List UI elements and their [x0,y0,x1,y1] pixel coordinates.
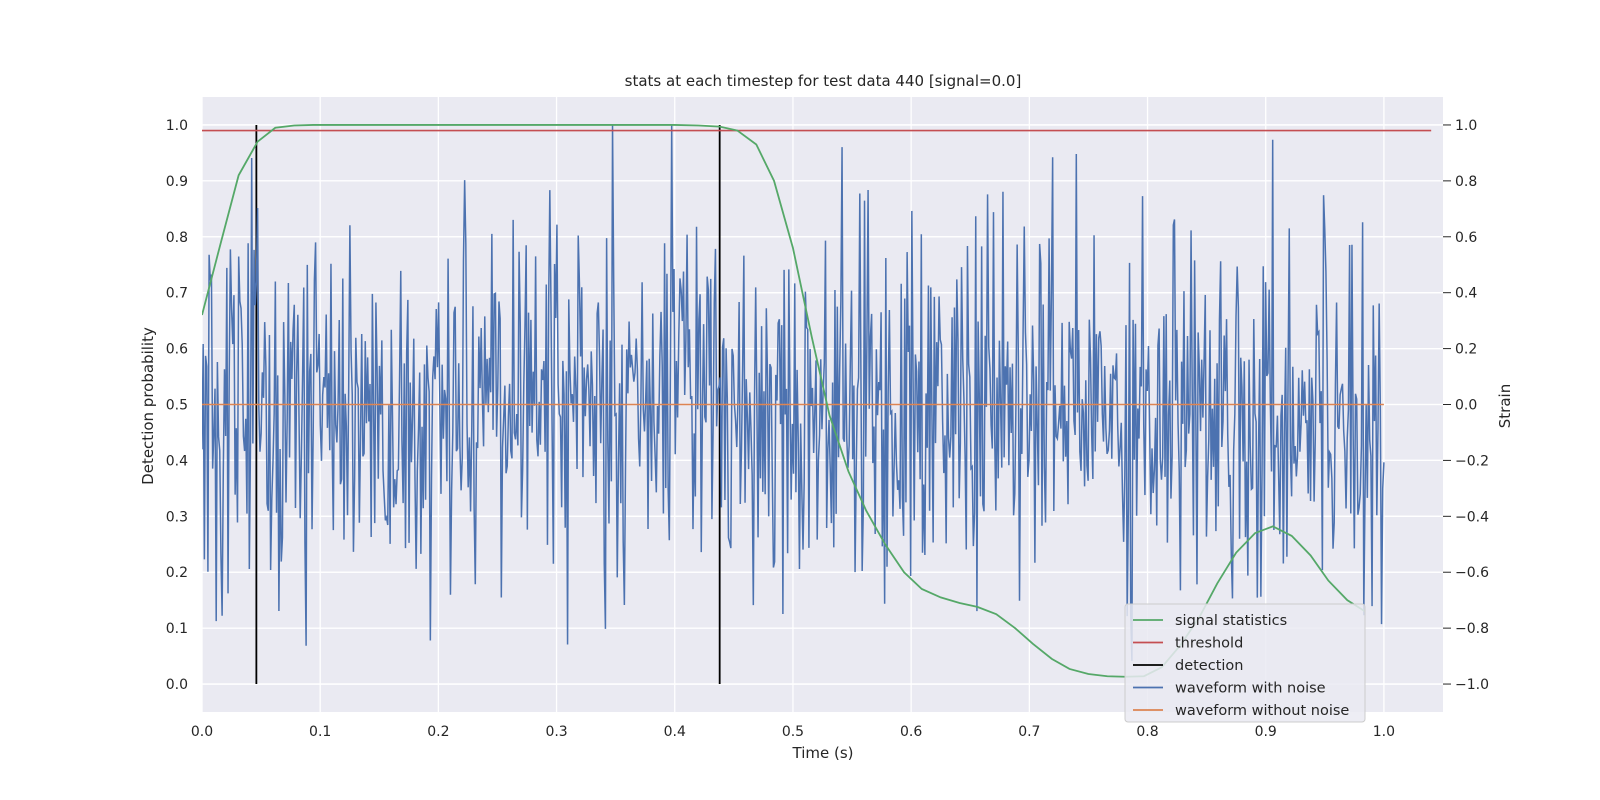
y-tick-label-right: −0.2 [1455,453,1489,469]
legend-label: waveform without noise [1175,703,1349,719]
y-tick-label-left: 0.6 [166,342,188,358]
series-line-waveform-with-noise [202,124,1385,662]
chart-title: stats at each timestep for test data 440… [625,72,1022,90]
legend: signal statistics threshold detection wavef… [1124,603,1366,723]
legend-label: signal statistics [1175,613,1287,629]
x-tick-label: 0.7 [1018,724,1040,740]
x-tick-label: 0.2 [427,724,449,740]
y-tick-label-right: 0.4 [1455,286,1477,302]
x-tick-label: 0.8 [1136,724,1158,740]
y-tick-label-left: 0.5 [166,398,188,414]
y-tick-label-right: 0.8 [1455,174,1477,190]
x-tick-label: 0.5 [782,724,804,740]
y-tick-label-left: 0.3 [166,509,188,525]
y-tick-label-right: −0.4 [1455,509,1489,525]
x-tick-label: 0.6 [900,724,922,740]
y-tick-label-left: 0.9 [166,174,188,190]
y-tick-label-right: −1.0 [1455,677,1489,693]
y-tick-label-left: 0.8 [166,230,188,246]
y-tick-label-right: 0.6 [1455,230,1477,246]
y-tick-label-left: 0.0 [166,677,188,693]
legend-frame [1124,603,1366,723]
y-tick-label-right: 0.0 [1455,398,1477,414]
x-tick-label: 0.0 [191,724,213,740]
axes: 0.0 0.1 0.2 0.3 0.4 0.5 0.6 0.7 0.8 0.9 1.0 0.0 0.1 0… [166,118,1489,740]
x-axis-label: Time (s) [792,744,854,762]
y-tick-label-left: 0.7 [166,286,188,302]
y-tick-label-right: 0.2 [1455,342,1477,358]
legend-label: detection [1175,658,1243,674]
x-tick-label: 0.3 [545,724,567,740]
x-tick-label: 1.0 [1373,724,1395,740]
y-tick-label-right: −0.6 [1455,565,1489,581]
y-axis-label-right: Strain [1496,384,1514,428]
series-line-signal-statistics [202,124,1366,678]
y-axis-label-left: Detection probability [139,327,157,485]
legend-label: waveform with noise [1175,681,1326,697]
y-tick-label-right: −0.8 [1455,621,1489,637]
x-tick-label: 0.9 [1255,724,1277,740]
data-layer [202,124,1432,685]
y-tick-label-left: 1.0 [166,118,188,134]
y-tick-label-right: 1.0 [1455,118,1477,134]
y-tick-label-left: 0.2 [166,565,188,581]
y-tick-label-left: 0.4 [166,453,188,469]
legend-label: threshold [1175,636,1243,652]
x-tick-label: 0.1 [309,724,331,740]
y-tick-label-left: 0.1 [166,621,188,637]
x-tick-label: 0.4 [664,724,686,740]
